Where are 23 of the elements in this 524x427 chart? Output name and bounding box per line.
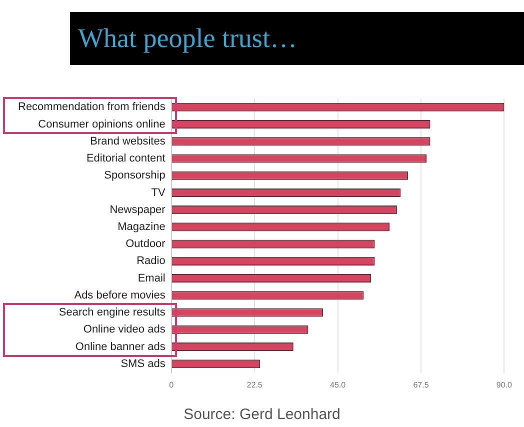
y-tick-label: Newspaper (110, 204, 166, 216)
x-tick-label: 90.0 (496, 380, 513, 390)
y-tick-label: Online video ads (83, 324, 166, 336)
y-tick-label: Magazine (118, 220, 166, 233)
y-tick-label: TV (151, 186, 166, 199)
y-tick-label: Radio (136, 255, 166, 268)
y-tick-label: Editorial content (86, 152, 166, 165)
x-tick-label: 67.5 (413, 380, 430, 390)
y-tick-label: Sponsorship (104, 170, 166, 182)
y-tick-label: Search engine results (58, 306, 166, 319)
y-tick-label: Brand websites (90, 135, 166, 148)
y-tick-label: SMS ads (120, 358, 166, 370)
y-tick-label: Recommendation from friends (18, 101, 166, 114)
y-tick-label: Email (138, 272, 166, 284)
x-tick-label: 22.5 (246, 380, 263, 390)
y-tick-label: Consumer opinions online (38, 118, 166, 130)
y-tick-label: Ads before movies (74, 289, 166, 302)
y-tick-label: Outdoor (126, 238, 166, 250)
source-note: Source: Gerd Leonhard (182, 406, 342, 423)
x-tick-label: 45.0 (330, 380, 346, 390)
y-tick-label: Online banner ads (75, 340, 166, 353)
chart-title: What people trust… (70, 12, 524, 65)
x-tick-label: 0 (169, 380, 174, 390)
